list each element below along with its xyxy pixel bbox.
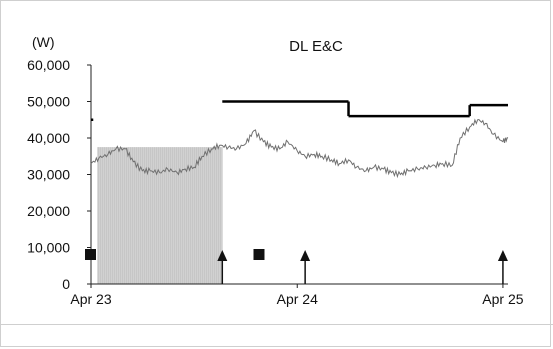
rating-marker-square (253, 249, 265, 260)
rating-marker-square (85, 249, 96, 260)
rating-marker-arrow-head (217, 250, 228, 261)
x-tick-label: Apr 25 (482, 291, 523, 307)
price-series-line (90, 118, 509, 179)
y-axis-unit-label: (W) (32, 34, 55, 50)
bottom-divider (0, 324, 553, 325)
y-tick-label: 60,000 (27, 57, 70, 73)
y-tick-label: 0 (62, 276, 70, 292)
chart-title: DL E&C (289, 38, 343, 55)
x-tick-label: Apr 23 (70, 291, 111, 307)
y-tick-label: 40,000 (27, 130, 70, 146)
x-tick-label: Apr 24 (277, 291, 318, 307)
rating-marker-arrow-head (497, 250, 508, 261)
y-tick-label: 10,000 (27, 240, 70, 256)
y-tick-label: 50,000 (27, 94, 70, 110)
y-tick-label: 20,000 (27, 203, 70, 219)
y-tick-label: 30,000 (27, 167, 70, 183)
rating-marker-arrow-head (300, 250, 311, 261)
